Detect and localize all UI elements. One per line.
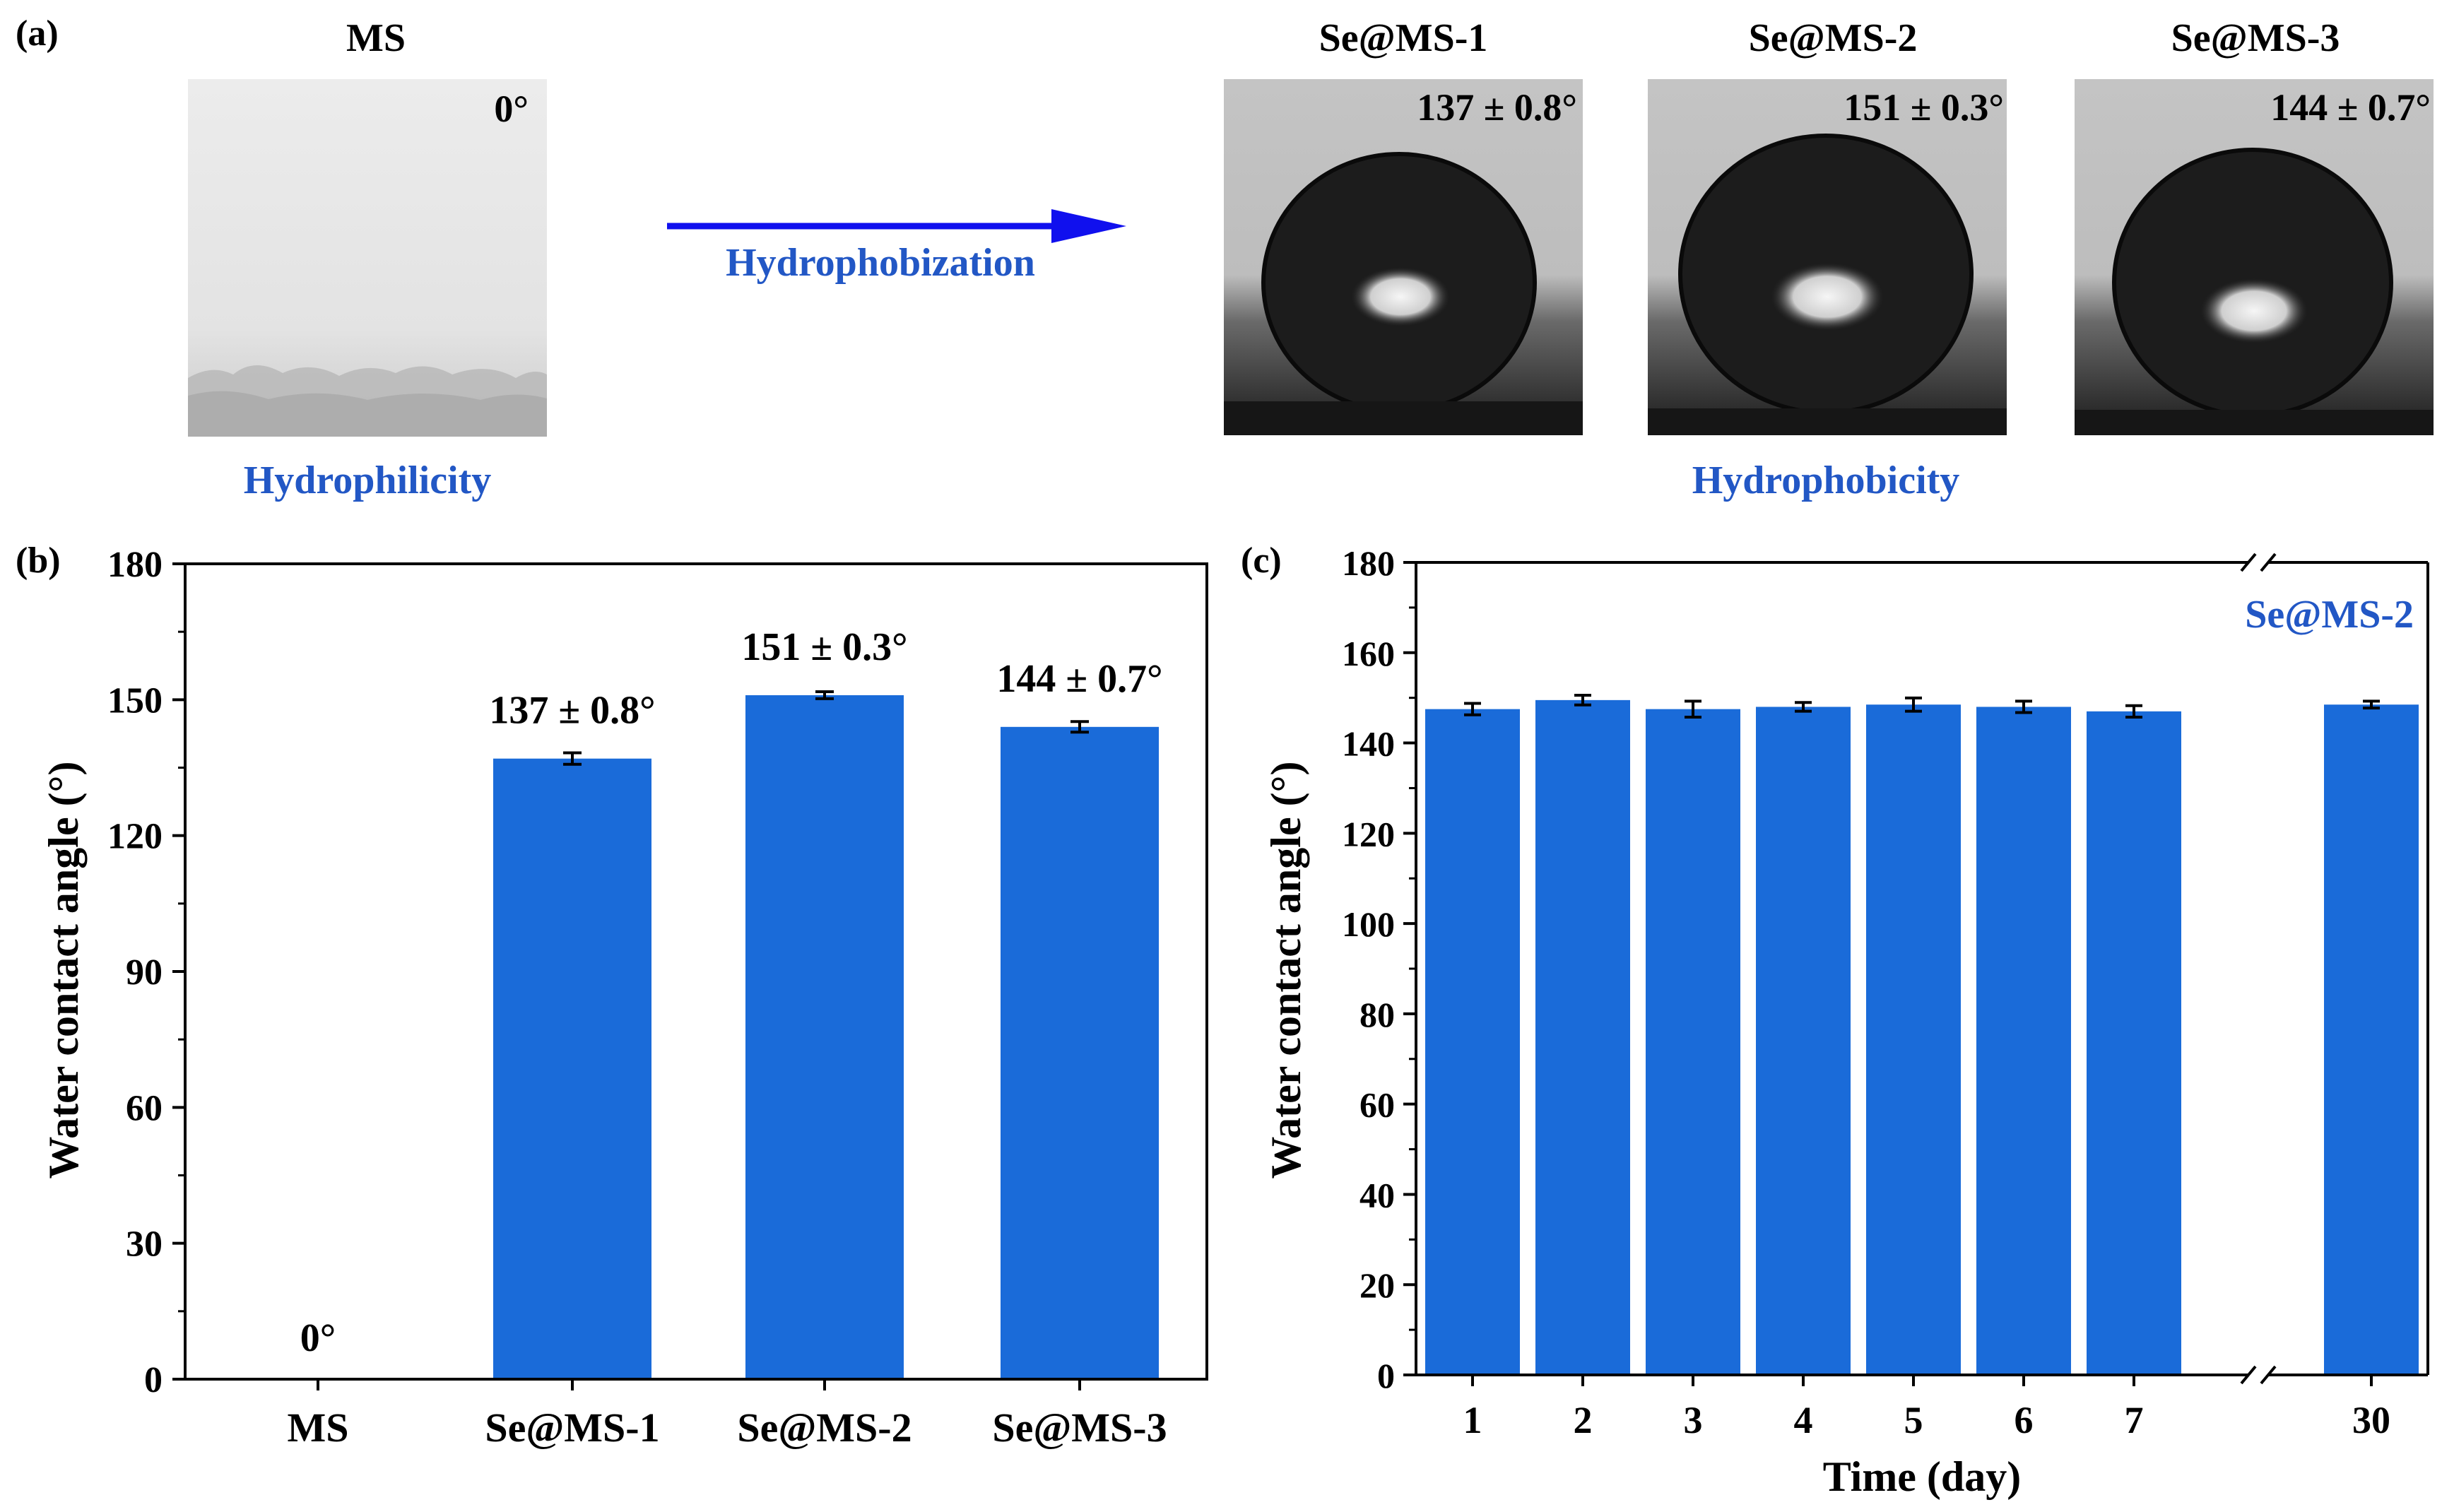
- ms-image-title: MS: [346, 16, 406, 60]
- error-bar-day-7: [2125, 704, 2142, 719]
- error-bar-day-3: [1685, 699, 1701, 719]
- data-label-Se@MS-1: 137 ± 0.8°: [489, 689, 655, 733]
- y-tick-label: 180: [107, 545, 163, 585]
- bar-day-2: [1535, 699, 1630, 1375]
- sample-angle-2: 151 ± 0.3°: [1844, 86, 2004, 129]
- sample-photo-3: Se@MS-3 144 ± 0.7°: [2075, 16, 2434, 435]
- bar-day-5: [1866, 704, 1961, 1375]
- bar-day-30: [2324, 704, 2419, 1375]
- y-tick-label: 120: [107, 817, 163, 857]
- y-tick-label: 140: [1342, 724, 1395, 764]
- x-tick-label-6: 6: [2015, 1399, 2034, 1441]
- x-tick-label-MS: MS: [288, 1405, 349, 1451]
- bar-Se@MS-2: [745, 695, 904, 1379]
- chart-b: (b) Water contact angle (°) 0° MS 137 ± 0.…: [16, 541, 1208, 1451]
- y-tick-label: 180: [1342, 543, 1395, 583]
- y-tick-label: 40: [1359, 1175, 1395, 1215]
- y-tick-label: 0: [1377, 1356, 1395, 1395]
- sample-angle-1: 137 ± 0.8°: [1417, 86, 1577, 129]
- y-tick-label: 60: [1359, 1085, 1395, 1125]
- ms-angle-label: 0°: [494, 88, 529, 130]
- sample-title-3: Se@MS-3: [2171, 16, 2340, 60]
- error-bar-Se@MS-3: [1070, 720, 1089, 734]
- x-tick-label-2: 2: [1574, 1399, 1593, 1441]
- bar-day-6: [1976, 707, 2071, 1375]
- y-tick-label: 20: [1359, 1265, 1395, 1305]
- sample-title-1: Se@MS-1: [1319, 16, 1488, 60]
- data-label-MS: 0°: [300, 1316, 336, 1360]
- x-tick-label-5: 5: [1904, 1399, 1923, 1441]
- axis-break-mark: [2260, 553, 2277, 572]
- panel-b-label: (b): [16, 541, 61, 581]
- x-tick-label-1: 1: [1463, 1399, 1482, 1441]
- bar-Se@MS-3: [1001, 726, 1159, 1379]
- axis-break-mark: [2240, 1365, 2257, 1385]
- panel-c-label: (c): [1241, 541, 1282, 581]
- bar-day-4: [1756, 707, 1851, 1375]
- sample-angle-3: 144 ± 0.7°: [2270, 86, 2431, 129]
- bar-Se@MS-1: [493, 758, 651, 1379]
- y-tick-label: 30: [126, 1224, 163, 1265]
- y-tick-label: 60: [126, 1088, 163, 1128]
- x-tick-label-4: 4: [1794, 1399, 1813, 1441]
- chart-c-ylabel: Water contact angle (°): [1263, 761, 1309, 1179]
- data-label-Se@MS-2: 151 ± 0.3°: [741, 625, 907, 669]
- hydrophobicity-caption: Hydrophobicity: [1692, 459, 1960, 502]
- y-tick-label: 120: [1342, 814, 1395, 854]
- error-bar-Se@MS-1: [563, 751, 582, 766]
- hydrophobization-label: Hydrophobization: [726, 241, 1035, 285]
- x-tick-label-3: 3: [1684, 1399, 1703, 1441]
- axis-break-mark: [2240, 553, 2257, 572]
- panel-a-label: (a): [16, 13, 59, 54]
- x-tick-label-Se@MS-1: Se@MS-1: [485, 1405, 659, 1451]
- y-tick-label: 150: [107, 680, 163, 721]
- sample-photo-1: Se@MS-1 137 ± 0.8°: [1224, 16, 1583, 435]
- error-bar-day-1: [1464, 702, 1481, 716]
- error-bar-day-4: [1795, 701, 1812, 713]
- sample-photo-2: Se@MS-2 151 ± 0.3°: [1648, 16, 2007, 435]
- hydrophilicity-caption: Hydrophilicity: [244, 459, 492, 502]
- x-tick-label-30: 30: [2352, 1399, 2390, 1441]
- error-bar-Se@MS-2: [815, 690, 834, 700]
- bar-day-1: [1425, 709, 1520, 1375]
- y-tick-label: 0: [144, 1360, 163, 1400]
- x-tick-label-Se@MS-3: Se@MS-3: [992, 1405, 1167, 1451]
- hydrophobization-arrow: [667, 209, 1126, 243]
- error-bar-day-2: [1574, 694, 1591, 707]
- sample-title-2: Se@MS-2: [1749, 16, 1918, 60]
- x-tick-label-Se@MS-2: Se@MS-2: [737, 1405, 912, 1451]
- chart-c-xlabel: Time (day): [1823, 1453, 2022, 1500]
- y-tick-label: 80: [1359, 995, 1395, 1034]
- data-label-Se@MS-3: 144 ± 0.7°: [996, 657, 1162, 701]
- ms-photo: [188, 79, 547, 437]
- error-bar-day-6: [2015, 699, 2032, 714]
- y-tick-label: 160: [1342, 634, 1395, 673]
- chart-c: (c) Water contact angle (°) Time (day) S…: [1241, 541, 2429, 1500]
- error-bar-day-30: [2363, 699, 2380, 710]
- bar-day-7: [2087, 711, 2181, 1375]
- bar-day-3: [1646, 709, 1740, 1375]
- chart-c-legend: Se@MS-2: [2245, 593, 2414, 637]
- error-bar-day-5: [1905, 696, 1922, 713]
- chart-b-ylabel: Water contact angle (°): [40, 761, 87, 1179]
- panel-a: (a) MS 0° Hydrophilicity Hydrophobizatio…: [16, 13, 2434, 502]
- x-tick-label-7: 7: [2125, 1399, 2144, 1441]
- y-tick-label: 90: [126, 952, 163, 993]
- axis-break-mark: [2260, 1365, 2277, 1385]
- y-tick-label: 100: [1342, 904, 1395, 944]
